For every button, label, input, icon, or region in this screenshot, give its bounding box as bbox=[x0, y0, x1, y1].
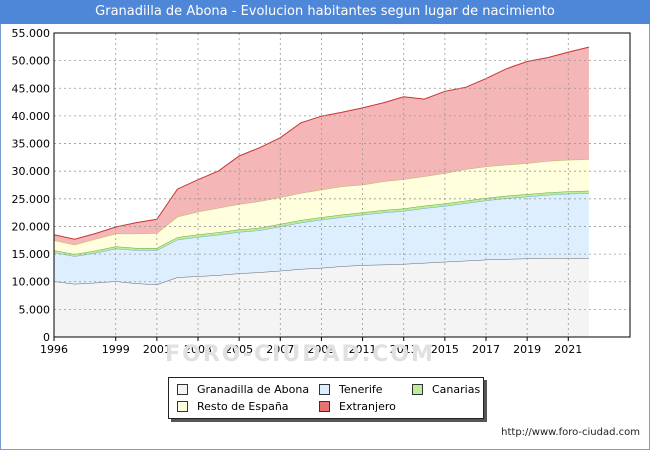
watermark: FORO-CIUDAD.COM bbox=[165, 342, 435, 367]
x-tick-label: 2013 bbox=[390, 343, 418, 356]
legend-item-canarias: Canarias bbox=[412, 383, 480, 396]
y-tick-label: 15.000 bbox=[12, 248, 51, 261]
y-tick-label: 35.000 bbox=[12, 138, 51, 151]
y-tick-label: 25.000 bbox=[12, 193, 51, 206]
y-tick-label: 30.000 bbox=[12, 165, 51, 178]
y-tick-label: 0 bbox=[43, 331, 50, 344]
legend-item-extranjero: Extranjero bbox=[319, 400, 396, 413]
x-tick-label: 2017 bbox=[472, 343, 500, 356]
legend-swatch bbox=[319, 384, 330, 395]
legend-label: Tenerife bbox=[339, 383, 383, 396]
legend-label: Extranjero bbox=[339, 400, 396, 413]
legend-label: Granadilla de Abona bbox=[197, 383, 310, 396]
x-tick-label: 2009 bbox=[307, 343, 335, 356]
y-tick-label: 40.000 bbox=[12, 110, 51, 123]
line-series-4 bbox=[53, 46, 590, 240]
area-series-4 bbox=[54, 47, 589, 245]
plot-border bbox=[53, 32, 631, 338]
legend: Granadilla de Abona Tenerife Canarias Re… bbox=[168, 377, 484, 419]
x-tick-label: 2021 bbox=[554, 343, 582, 356]
y-tick-label: 10.000 bbox=[12, 276, 51, 289]
legend-swatch bbox=[177, 384, 188, 395]
legend-label: Resto de España bbox=[197, 400, 289, 413]
x-tick-label: 2007 bbox=[266, 343, 294, 356]
legend-swatch bbox=[412, 384, 423, 395]
y-tick-label: 55.000 bbox=[12, 27, 51, 40]
source-link[interactable]: http://www.foro-ciudad.com bbox=[501, 427, 640, 438]
legend-swatch bbox=[177, 401, 188, 412]
chart-title: Granadilla de Abona - Evolucion habitant… bbox=[0, 0, 650, 24]
x-tick-label: 2011 bbox=[349, 343, 377, 356]
x-tick-label: 2019 bbox=[513, 343, 541, 356]
area-series-3 bbox=[54, 159, 589, 255]
area-series-0 bbox=[54, 258, 589, 337]
legend-item-resto: Resto de España bbox=[177, 400, 289, 413]
x-tick-label: 1996 bbox=[40, 343, 68, 356]
x-tick-label: 2003 bbox=[184, 343, 212, 356]
x-tick-label: 1999 bbox=[102, 343, 130, 356]
legend-label: Canarias bbox=[432, 383, 481, 396]
y-tick-label: 45.000 bbox=[12, 82, 51, 95]
area-series-2 bbox=[54, 190, 589, 257]
y-tick-label: 5.000 bbox=[19, 303, 51, 316]
x-tick-label: 2001 bbox=[143, 343, 171, 356]
legend-item-tenerife: Tenerife bbox=[319, 383, 383, 396]
y-tick-label: 50.000 bbox=[12, 55, 51, 68]
x-tick-label: 2015 bbox=[431, 343, 459, 356]
legend-swatch bbox=[319, 401, 330, 412]
x-tick-label: 2005 bbox=[225, 343, 253, 356]
legend-item-granadilla: Granadilla de Abona bbox=[177, 383, 309, 396]
y-tick-label: 20.000 bbox=[12, 220, 51, 233]
